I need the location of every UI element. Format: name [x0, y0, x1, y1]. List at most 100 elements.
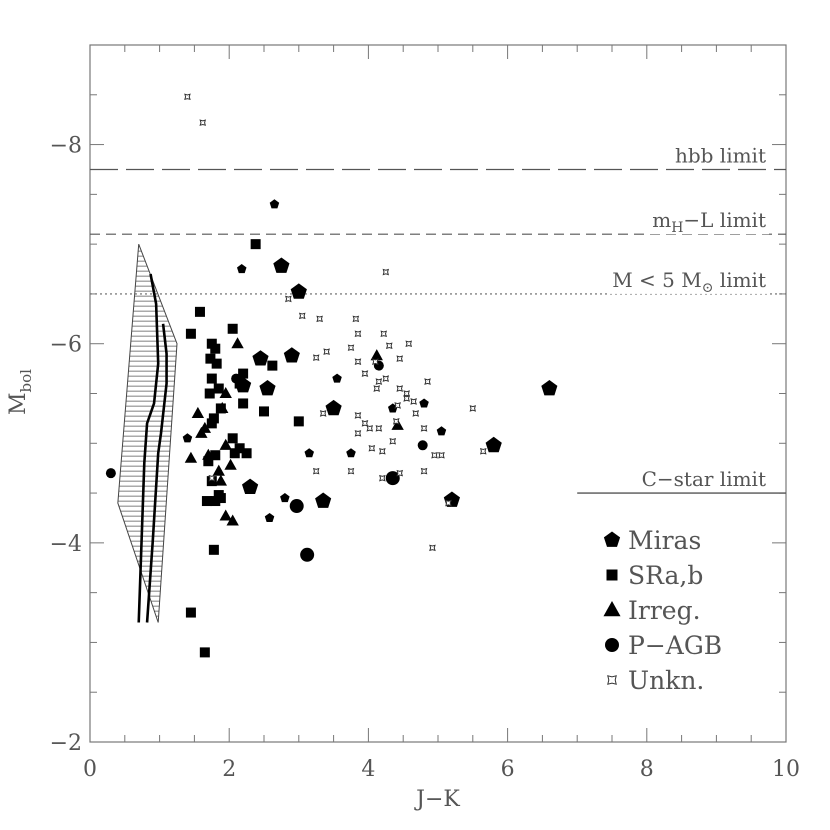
miras-point	[346, 448, 356, 458]
x-tick-label: 0	[83, 757, 97, 782]
sra-b-point	[241, 448, 252, 459]
legend-unkn-symbol	[607, 675, 617, 685]
p-agb-point	[289, 499, 304, 514]
p-agb-point	[385, 471, 400, 486]
miras-point	[259, 380, 276, 396]
unkn-point	[354, 358, 362, 365]
mh-l-label-m: m	[652, 208, 671, 232]
unkn-point	[394, 402, 401, 409]
sra-b-point	[194, 306, 205, 317]
mh-l-label-rest: −L limit	[683, 208, 766, 232]
miras-point	[325, 399, 342, 416]
sra-b-point	[203, 456, 214, 467]
irreg-point	[212, 464, 225, 476]
irreg-point	[216, 401, 229, 413]
unkn-point	[361, 370, 369, 377]
miras-point	[242, 478, 259, 494]
y-tick-label: −2	[50, 731, 82, 756]
sra-b-point	[210, 496, 221, 507]
miras-point	[237, 264, 247, 274]
unkn-point	[298, 312, 306, 320]
unkn-point	[366, 425, 374, 432]
unkn-point	[372, 358, 379, 365]
region-outline	[117, 243, 178, 623]
unkn-point	[373, 385, 381, 392]
irreg-point	[370, 349, 383, 361]
sra-b-point	[215, 493, 226, 504]
unkn-point	[184, 93, 191, 101]
miras-point	[280, 493, 290, 503]
miras-point	[541, 380, 558, 396]
miras-point	[304, 448, 314, 458]
unkn-point	[479, 447, 487, 455]
miras-point	[332, 373, 342, 383]
y-tick-label: −6	[50, 333, 82, 358]
legend-sra-b-symbol	[606, 569, 618, 581]
c-star-limit-label: C−star limit	[642, 467, 766, 491]
miras-point	[269, 199, 280, 209]
p-agb-point	[105, 468, 116, 479]
miras-point	[315, 492, 332, 508]
region-track	[145, 323, 168, 623]
unkn-point	[469, 405, 477, 412]
sra-b-point	[206, 373, 217, 384]
x-tick-label: 8	[640, 757, 654, 782]
sra-b-point	[238, 398, 249, 409]
irreg-point	[191, 406, 205, 418]
unkn-point	[405, 340, 413, 348]
sra-b-point	[201, 496, 212, 507]
miras-point	[264, 513, 275, 522]
sra-b-point	[185, 607, 196, 618]
unkn-point	[429, 544, 436, 552]
sra-b-point	[206, 476, 217, 487]
unkn-point	[420, 467, 428, 475]
unkn-point	[375, 378, 383, 385]
irreg-point	[214, 474, 228, 486]
unkn-point	[379, 474, 386, 482]
miras-point	[419, 398, 429, 408]
legend-p-agb-symbol	[605, 638, 619, 652]
unkn-point	[385, 342, 393, 350]
unkn-point	[375, 425, 383, 432]
irreg-point	[184, 451, 198, 463]
hbb-limit-label: hbb limit	[675, 143, 766, 167]
unkn-point	[379, 447, 386, 455]
sra-b-point	[210, 450, 221, 461]
miras-point	[182, 433, 193, 443]
x-axis-title: J−K	[414, 787, 460, 812]
miras-point	[273, 257, 290, 273]
unkn-point	[396, 385, 404, 392]
mh-l-label-bg	[649, 210, 769, 235]
unkn-point	[347, 467, 355, 475]
sra-b-point	[267, 360, 278, 371]
sra-b-point	[213, 383, 224, 394]
sra-b-point	[259, 406, 269, 417]
unkn-point	[319, 410, 327, 417]
irreg-point	[202, 448, 215, 460]
p-agb-point	[417, 440, 428, 451]
sra-b-point	[293, 416, 304, 427]
unkn-point	[352, 315, 360, 323]
irreg-point	[219, 438, 232, 450]
legend: Miras SRa,b Irreg. P−AGB Unkn.	[603, 526, 722, 695]
x-tick-label: 2	[222, 757, 236, 782]
unkn-point	[316, 315, 323, 323]
sra-b-point	[205, 353, 216, 364]
irreg-point	[219, 387, 232, 399]
sra-b-point	[211, 358, 222, 369]
sra-b-point	[227, 433, 238, 444]
data-markers	[105, 93, 558, 658]
m5-label-main: M < 5 M	[612, 268, 702, 292]
sra-b-point	[206, 418, 217, 429]
legend-sra-b-label: SRa,b	[628, 561, 703, 590]
unkn-point	[368, 444, 376, 452]
unkn-point	[312, 354, 320, 361]
unkn-point	[312, 467, 320, 475]
unkn-point	[389, 437, 397, 445]
axis-ticks	[89, 44, 787, 743]
irreg-point	[391, 418, 404, 430]
unkn-point	[445, 499, 452, 507]
y-axis-title-main: M	[6, 392, 31, 415]
unkn-point	[347, 344, 355, 351]
